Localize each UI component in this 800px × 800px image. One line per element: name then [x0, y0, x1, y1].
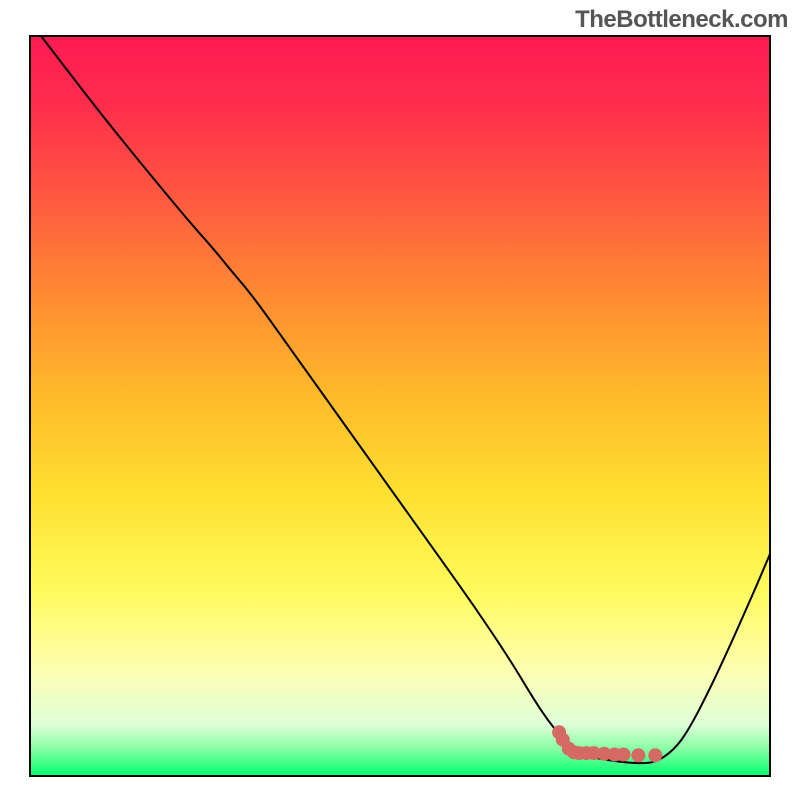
valley-dot [648, 748, 662, 762]
valley-dot [617, 748, 631, 762]
valley-dot [631, 748, 645, 762]
gradient-background [30, 36, 770, 776]
watermark-text: TheBottleneck.com [575, 6, 788, 34]
bottleneck-chart [0, 0, 800, 800]
chart-container: { "watermark": { "text": "TheBottleneck.… [0, 0, 800, 800]
